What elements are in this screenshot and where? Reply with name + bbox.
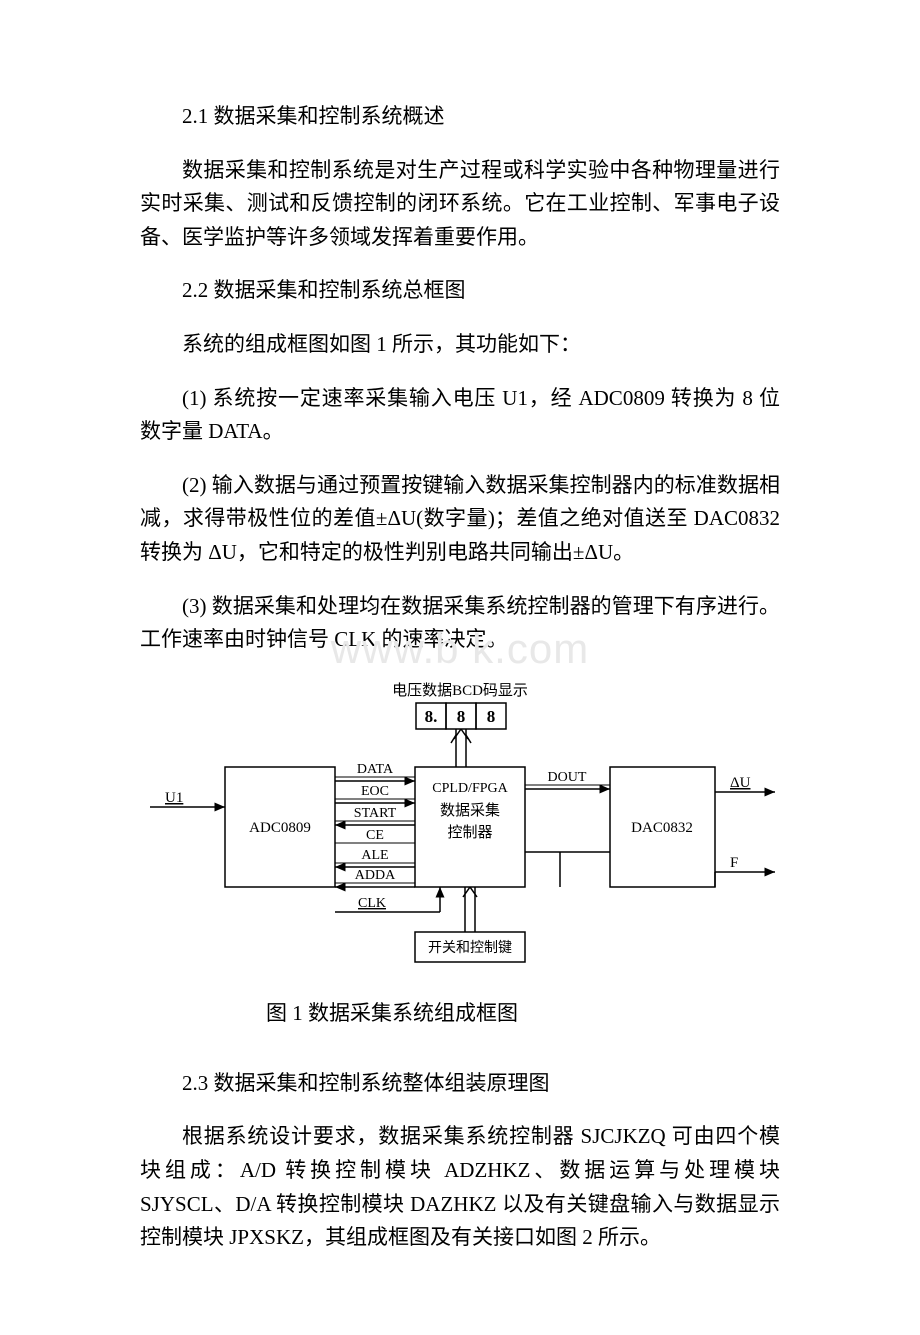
section-21-p1: 数据采集和控制系统是对生产过程或科学实验中各种物理量进行实时采集、测试和反馈控制…: [140, 154, 780, 255]
section-22-p2: (1) 系统按一定速率采集输入电压 U1，经 ADC0809 转换为 8 位数字…: [140, 382, 780, 449]
ale-label: ALE: [361, 848, 388, 863]
section-22-heading: 2.2 数据采集和控制系统总框图: [140, 274, 780, 308]
section-23-heading: 2.3 数据采集和控制系统整体组装原理图: [140, 1067, 780, 1101]
controller-line-0: CPLD/FPGA: [432, 781, 508, 796]
digit-text-0: 8.: [425, 707, 438, 726]
digit-text-2: 8: [487, 707, 496, 726]
controller-line-2: 控制器: [447, 824, 492, 841]
controller-line-1: 数据采集: [440, 802, 500, 819]
ce-label: CE: [366, 828, 384, 843]
dac-label: DAC0832: [631, 820, 693, 836]
figure-1-caption: 图 1 数据采集系统组成框图: [140, 997, 780, 1027]
clk-label: CLK: [358, 896, 386, 911]
section-22-p3: (2) 输入数据与通过预置按键输入数据采集控制器内的标准数据相减，求得带极性位的…: [140, 469, 780, 570]
section-22-p4: (3) 数据采集和处理均在数据采集系统控制器的管理下有序进行。工作速率由时钟信号…: [140, 590, 780, 657]
figure-1-diagram: 电压数据BCD码显示 8. 8 8 ADC0809 CPLD/FPGA 数据采集…: [140, 677, 780, 977]
du-label: ΔU: [730, 775, 751, 791]
eoc-label: EOC: [361, 784, 389, 799]
dout-label: DOUT: [548, 770, 587, 785]
section-23-p1: 根据系统设计要求，数据采集系统控制器 SJCJKZQ 可由四个模块组成：A/D …: [140, 1120, 780, 1254]
display-title-text: 电压数据BCD码显示: [392, 682, 528, 699]
u1-label: U1: [165, 790, 183, 806]
start-label: START: [354, 806, 397, 821]
digit-text-1: 8: [457, 707, 466, 726]
adc-label: ADC0809: [249, 820, 311, 836]
section-22-p1: 系统的组成框图如图 1 所示，其功能如下：: [140, 328, 780, 362]
keys-label: 开关和控制键: [428, 940, 512, 956]
block-diagram-svg: 电压数据BCD码显示 8. 8 8 ADC0809 CPLD/FPGA 数据采集…: [140, 677, 780, 977]
f-label: F: [730, 855, 738, 871]
adda-label: ADDA: [355, 868, 396, 883]
data-label: DATA: [357, 762, 394, 777]
section-21-heading: 2.1 数据采集和控制系统概述: [140, 100, 780, 134]
